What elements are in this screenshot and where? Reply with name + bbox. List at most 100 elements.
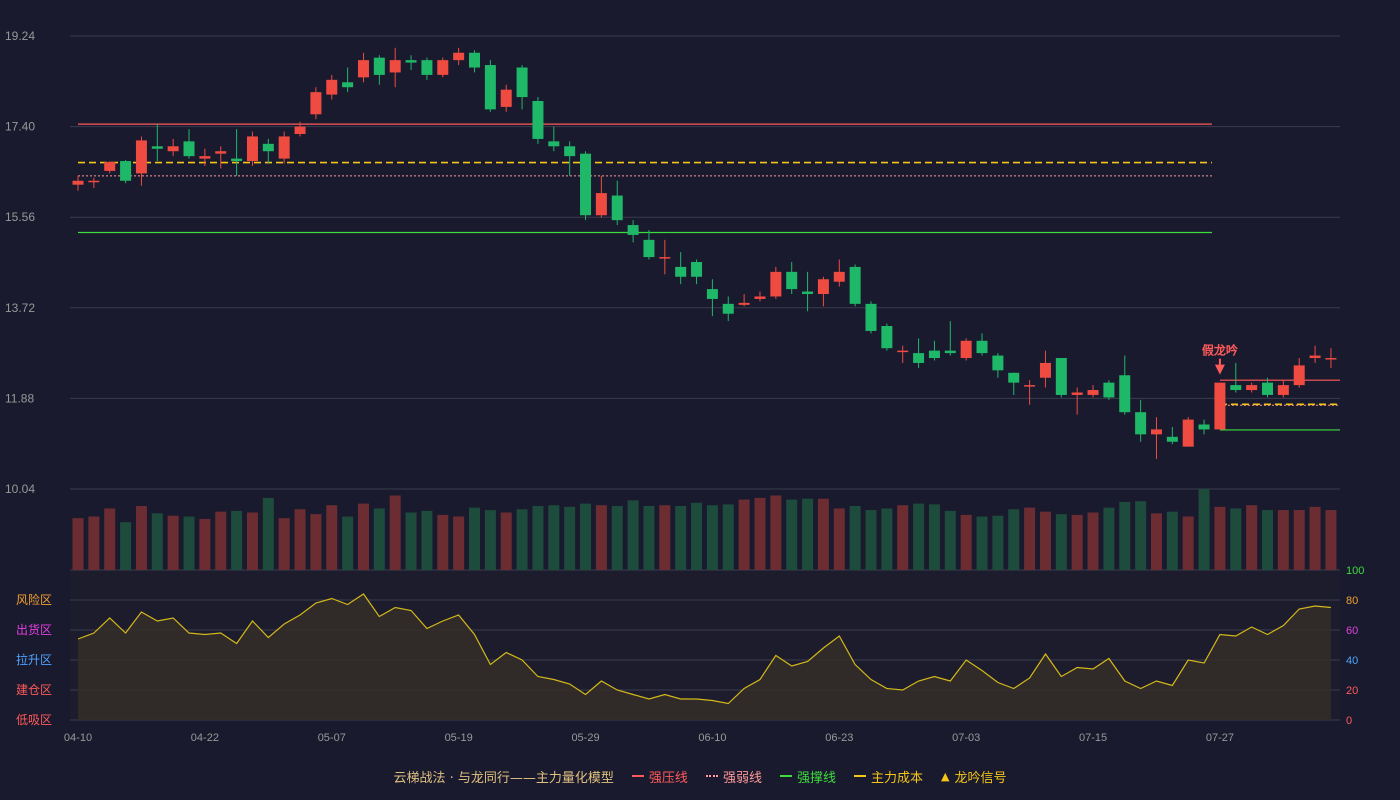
candle-body	[691, 262, 703, 277]
candle-body	[1150, 429, 1162, 435]
candle-body	[627, 225, 639, 235]
volume-bar	[262, 497, 274, 570]
volume-bar	[817, 498, 829, 570]
x-tick-label: 06-10	[698, 732, 726, 744]
volume-bar	[183, 516, 195, 570]
candle-body	[1071, 392, 1083, 395]
candle-body	[88, 180, 100, 183]
price-tick-label: 19.24	[5, 29, 35, 43]
candle-body	[1008, 372, 1020, 383]
volume-bar	[595, 505, 607, 570]
volume-bar	[120, 522, 132, 570]
triangle-icon: ▲	[940, 769, 950, 783]
volume-bar	[278, 518, 290, 570]
legend-item-dragon-signal: ▲ 龙吟信号	[940, 769, 1007, 786]
volume-bar	[1246, 505, 1258, 570]
candle-body	[580, 153, 592, 216]
candle-body	[881, 326, 893, 349]
candle-body	[1214, 382, 1226, 430]
volume-bar	[1135, 501, 1147, 570]
volume-bar	[865, 510, 877, 570]
volume-bar	[1293, 510, 1305, 570]
volume-bar	[88, 516, 100, 570]
candle-body	[373, 57, 385, 75]
candle-body	[405, 60, 417, 63]
candle-body	[1325, 358, 1337, 360]
volume-bar	[294, 509, 306, 570]
indicator-area	[78, 594, 1331, 720]
candle-body	[1230, 385, 1242, 391]
signal-arrow	[1214, 364, 1225, 375]
x-tick-label: 05-07	[318, 732, 346, 744]
volume-bar	[1182, 516, 1194, 570]
volume-bar	[881, 508, 893, 570]
candle-body	[167, 146, 179, 152]
candle-body	[199, 156, 211, 159]
legend-item-strong-support: 强撑线	[779, 767, 836, 786]
price-tick-label: 17.40	[5, 120, 35, 134]
volume-bar	[802, 498, 814, 570]
volume-bar	[469, 507, 480, 570]
price-tick-label: 10.04	[5, 482, 35, 496]
volume-bar	[516, 509, 528, 570]
volume-bar	[215, 511, 227, 570]
candle-body	[500, 89, 512, 107]
volume-bar	[770, 495, 782, 570]
volume-bar	[500, 512, 512, 570]
volume-bar	[151, 513, 163, 570]
candle-body	[1055, 358, 1067, 395]
x-tick-label: 07-03	[952, 732, 980, 744]
volume-bar	[1119, 501, 1131, 570]
volume-bar	[199, 518, 211, 570]
candle-body	[1182, 419, 1194, 447]
candle-body	[960, 340, 972, 359]
volume-bar	[722, 504, 734, 570]
indicator-tick-label: 60	[1346, 625, 1358, 637]
volume-bar	[1166, 511, 1178, 570]
price-tick-label: 13.72	[5, 301, 35, 315]
volume-bar	[580, 503, 592, 570]
volume-bar	[1071, 514, 1083, 570]
candle-body	[1293, 365, 1305, 386]
candle-body	[992, 355, 1004, 371]
candle-body	[928, 350, 940, 359]
candle-body	[294, 126, 306, 134]
volume-bar	[246, 512, 258, 570]
volume-bar	[373, 508, 385, 570]
volume-bar	[833, 508, 845, 570]
price-tick-label: 15.56	[5, 210, 35, 224]
volume-bar	[706, 505, 718, 570]
candle-body	[1309, 355, 1321, 359]
main-cost-swatch	[853, 775, 866, 777]
candle-body	[1166, 436, 1178, 442]
candle-body	[675, 266, 687, 277]
candle-body	[833, 271, 845, 282]
volume-bar	[928, 504, 940, 570]
zone-label: 拉升区	[16, 652, 52, 667]
candle-body	[817, 279, 829, 295]
candle-body	[1119, 375, 1131, 413]
zone-label: 风险区	[16, 592, 52, 607]
volume-bar	[1024, 507, 1036, 570]
candle-body	[643, 239, 655, 258]
volume-bar	[564, 506, 576, 570]
volume-bar	[167, 515, 179, 570]
candle-body	[183, 141, 195, 157]
volume-bar	[357, 503, 369, 570]
volume-bar	[944, 510, 956, 570]
candle-body	[151, 146, 163, 149]
volume-bar	[532, 506, 544, 570]
volume-bar	[738, 499, 750, 570]
candle-body	[1262, 382, 1273, 395]
candle-body	[706, 289, 718, 299]
volume-bar	[913, 503, 925, 570]
candle-body	[770, 271, 782, 297]
candle-body	[1135, 412, 1147, 435]
volume-bar	[231, 510, 243, 570]
volume-bar	[1214, 506, 1226, 570]
volume-bar	[1150, 513, 1162, 570]
legend-item-strong-pressure: 强压线	[631, 767, 688, 786]
candle-body	[326, 79, 338, 95]
zone-label: 出货区	[16, 622, 52, 637]
candle-body	[849, 266, 861, 304]
